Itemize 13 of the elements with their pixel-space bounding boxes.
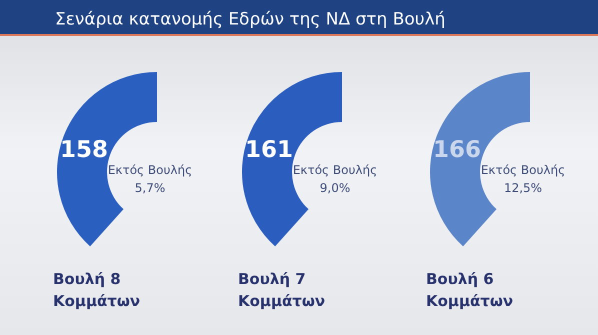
category-label: Βουλή 8 Κομμάτων — [53, 270, 140, 310]
text: Εκτός Βουλής — [292, 163, 378, 177]
text: Εκτός Βουλής — [480, 163, 566, 177]
data-label: 9,0% — [320, 181, 350, 195]
text: Σενάρια κατανομής Εδρών της ΝΔ στη Βουλή — [55, 10, 446, 30]
data-label: 12,5% — [504, 181, 542, 195]
legend-label: Εκτός Βουλής — [108, 163, 192, 177]
category-label: Βουλή 6 Κομμάτων — [426, 270, 514, 310]
data-label: 161 — [244, 137, 294, 163]
category-label: Βουλή 7 Κομμάτων — [238, 270, 326, 310]
data-label: 158 — [60, 137, 108, 163]
data-label: 5,7% — [134, 181, 166, 195]
data-label: 166 — [432, 137, 482, 163]
